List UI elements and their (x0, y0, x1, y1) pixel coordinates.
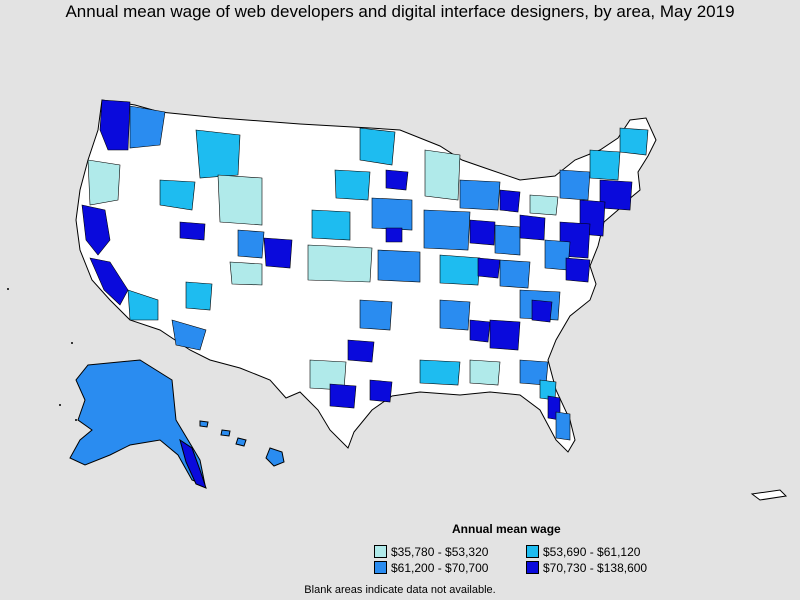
legend-label-4: $70,730 - $138,600 (543, 561, 648, 575)
puerto-rico (750, 489, 788, 501)
legend-label-2: $53,690 - $61,120 (543, 545, 641, 559)
legend-label-1: $35,780 - $53,320 (391, 545, 489, 559)
data-availability-note: Blank areas indicate data not available. (304, 584, 496, 596)
alaska (69, 359, 206, 486)
legend-label-3: $61,200 - $70,700 (391, 561, 489, 575)
alaska-panhandle (179, 438, 207, 489)
legend-swatch-1 (374, 545, 387, 558)
legend-item-2: $53,690 - $61,120 (526, 545, 640, 559)
legend-item-1: $35,780 - $53,320 (374, 545, 488, 559)
legend-title: Annual mean wage (452, 522, 561, 536)
hawaii (199, 420, 285, 467)
map-title: Annual mean wage of web developers and d… (65, 2, 735, 21)
legend-item-4: $70,730 - $138,600 (526, 561, 647, 575)
legend-item-3: $61,200 - $70,700 (374, 561, 488, 575)
legend-swatch-2 (526, 545, 539, 558)
legend-swatch-3 (374, 561, 387, 574)
legend-swatch-4 (526, 561, 539, 574)
